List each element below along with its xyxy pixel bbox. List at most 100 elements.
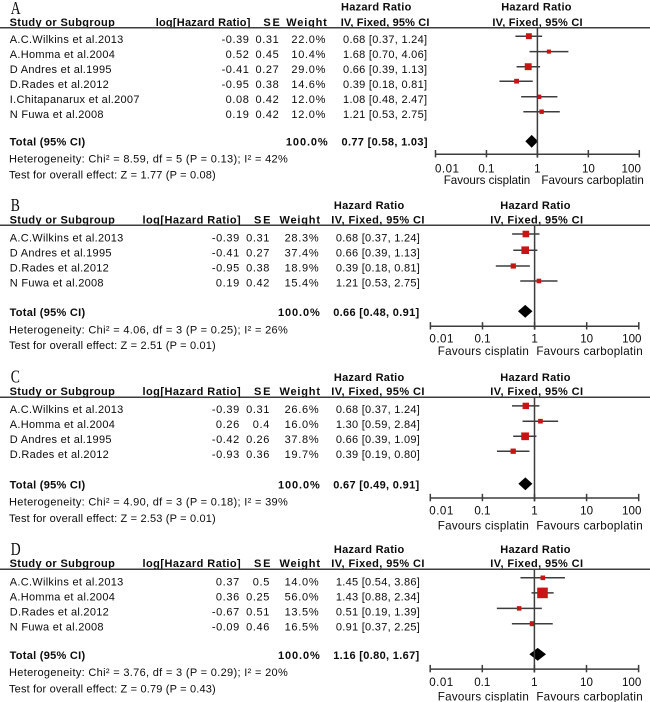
- svg-text:Study or Subgroup: Study or Subgroup: [10, 215, 116, 227]
- svg-text:D.Rades et al.2012: D.Rades et al.2012: [10, 606, 109, 618]
- svg-text:Study or Subgroup: Study or Subgroup: [10, 17, 116, 29]
- svg-text:0.77 [0.58, 1.03]: 0.77 [0.58, 1.03]: [342, 137, 428, 149]
- svg-text:-0.41: -0.41: [212, 247, 239, 259]
- svg-text:Hazard Ratio: Hazard Ratio: [500, 544, 571, 556]
- svg-text:A.Homma et al.2004: A.Homma et al.2004: [10, 591, 115, 603]
- svg-text:-0.67: -0.67: [212, 606, 239, 618]
- svg-text:IV, Fixed, 95% CI: IV, Fixed, 95% CI: [331, 386, 425, 398]
- svg-text:-0.95: -0.95: [222, 79, 249, 91]
- svg-text:Weight: Weight: [280, 386, 321, 398]
- svg-text:0.39 [0.19, 0.80]: 0.39 [0.19, 0.80]: [336, 449, 420, 461]
- svg-text:0.68 [0.37, 1.24]: 0.68 [0.37, 1.24]: [343, 34, 427, 46]
- svg-text:1.16 [0.80, 1.67]: 1.16 [0.80, 1.67]: [333, 650, 419, 662]
- svg-text:Test for overall effect: Z = 2: Test for overall effect: Z = 2.53 (P = 0…: [9, 513, 216, 525]
- svg-text:0.37: 0.37: [216, 576, 239, 588]
- svg-text:D.Rades et al.2012: D.Rades et al.2012: [10, 449, 109, 461]
- svg-text:Favours carboplatin: Favours carboplatin: [541, 174, 644, 187]
- svg-text:1.45 [0.54, 3.86]: 1.45 [0.54, 3.86]: [336, 576, 420, 588]
- svg-text:0.68 [0.37, 1.24]: 0.68 [0.37, 1.24]: [336, 404, 420, 416]
- svg-text:-0.93: -0.93: [212, 449, 239, 461]
- svg-text:10: 10: [580, 505, 593, 518]
- svg-text:0.42: 0.42: [255, 94, 278, 106]
- svg-text:1.30 [0.59, 2.84]: 1.30 [0.59, 2.84]: [336, 419, 420, 431]
- svg-text:37.8%: 37.8%: [285, 434, 319, 446]
- svg-text:D Andres et al.1995: D Andres et al.1995: [10, 434, 112, 446]
- svg-text:0.52: 0.52: [226, 49, 249, 61]
- svg-text:0.31: 0.31: [246, 404, 269, 416]
- svg-text:12.0%: 12.0%: [291, 109, 325, 121]
- svg-text:13.5%: 13.5%: [285, 606, 319, 618]
- svg-text:16.0%: 16.0%: [285, 419, 319, 431]
- svg-text:0.46: 0.46: [246, 621, 269, 633]
- svg-text:0.08: 0.08: [226, 94, 249, 106]
- svg-text:14.0%: 14.0%: [285, 576, 319, 588]
- svg-text:1: 1: [531, 676, 537, 689]
- svg-text:100.0%: 100.0%: [278, 307, 320, 319]
- svg-text:0.27: 0.27: [246, 247, 269, 259]
- svg-text:16.5%: 16.5%: [285, 621, 319, 633]
- svg-text:0.38: 0.38: [246, 262, 269, 274]
- svg-text:Weight: Weight: [286, 17, 327, 29]
- svg-text:0.1: 0.1: [478, 162, 494, 175]
- svg-text:0.66 [0.48, 0.91]: 0.66 [0.48, 0.91]: [333, 307, 419, 319]
- svg-text:0.31: 0.31: [246, 232, 269, 244]
- svg-text:SE: SE: [263, 17, 280, 29]
- svg-text:Favours carboplatin: Favours carboplatin: [536, 519, 642, 532]
- svg-text:Total (95% CI): Total (95% CI): [10, 307, 86, 319]
- svg-text:N Fuwa et al.2008: N Fuwa et al.2008: [10, 277, 104, 289]
- svg-text:Hazard Ratio: Hazard Ratio: [334, 544, 405, 556]
- svg-text:log[Hazard Ratio]: log[Hazard Ratio]: [143, 386, 242, 398]
- svg-text:Weight: Weight: [280, 215, 321, 227]
- svg-text:Heterogeneity: Chi² = 8.59, df: Heterogeneity: Chi² = 8.59, df = 5 (P = …: [9, 154, 288, 166]
- svg-text:log[Hazard Ratio]: log[Hazard Ratio]: [156, 17, 251, 29]
- svg-text:0.31: 0.31: [255, 34, 278, 46]
- svg-text:1.08 [0.48, 2.47]: 1.08 [0.48, 2.47]: [343, 94, 427, 106]
- svg-text:0.27: 0.27: [255, 64, 278, 76]
- svg-text:0.38: 0.38: [255, 79, 278, 91]
- svg-text:0.01: 0.01: [435, 162, 459, 175]
- svg-text:N Fuwa et al.2008: N Fuwa et al.2008: [10, 621, 104, 633]
- svg-text:22.0%: 22.0%: [291, 34, 325, 46]
- svg-text:A.Homma et al.2004: A.Homma et al.2004: [10, 49, 115, 61]
- svg-text:Favours cisplatin: Favours cisplatin: [438, 345, 529, 358]
- svg-text:IV, Fixed, 95% CI: IV, Fixed, 95% CI: [331, 558, 425, 570]
- svg-text:1: 1: [531, 505, 537, 518]
- svg-text:Heterogeneity: Chi² = 4.90, df: Heterogeneity: Chi² = 4.90, df = 3 (P = …: [9, 497, 288, 509]
- svg-text:1: 1: [534, 162, 540, 175]
- svg-text:Hazard Ratio: Hazard Ratio: [334, 200, 405, 212]
- svg-text:100.0%: 100.0%: [278, 650, 320, 662]
- svg-text:log[Hazard Ratio]: log[Hazard Ratio]: [143, 215, 242, 227]
- svg-text:10.4%: 10.4%: [291, 49, 325, 61]
- svg-text:37.4%: 37.4%: [285, 247, 319, 259]
- svg-text:0.51 [0.19, 1.39]: 0.51 [0.19, 1.39]: [336, 606, 420, 618]
- svg-text:Hazard Ratio: Hazard Ratio: [500, 372, 571, 384]
- svg-text:Test for overall effect: Z = 0: Test for overall effect: Z = 0.79 (P = 0…: [9, 683, 216, 695]
- svg-text:10: 10: [580, 676, 593, 689]
- svg-text:D Andres et al.1995: D Andres et al.1995: [10, 64, 112, 76]
- svg-text:log[Hazard Ratio]: log[Hazard Ratio]: [143, 558, 242, 570]
- svg-text:0.36: 0.36: [216, 591, 239, 603]
- svg-text:Study or Subgroup: Study or Subgroup: [10, 386, 116, 398]
- svg-text:26.6%: 26.6%: [285, 404, 319, 416]
- svg-text:A.C.Wilkins et al.2013: A.C.Wilkins et al.2013: [10, 576, 124, 588]
- svg-text:Favours carboplatin: Favours carboplatin: [536, 345, 642, 358]
- svg-text:Study or Subgroup: Study or Subgroup: [10, 558, 116, 570]
- svg-text:Total (95% CI): Total (95% CI): [10, 650, 86, 662]
- svg-text:0.68 [0.37, 1.24]: 0.68 [0.37, 1.24]: [336, 232, 420, 244]
- svg-text:Heterogeneity: Chi² = 3.76, df: Heterogeneity: Chi² = 3.76, df = 3 (P = …: [9, 667, 288, 679]
- svg-text:Favours cisplatin: Favours cisplatin: [444, 174, 531, 187]
- svg-text:-0.41: -0.41: [222, 64, 249, 76]
- svg-text:-0.39: -0.39: [222, 34, 249, 46]
- svg-text:100: 100: [622, 332, 641, 345]
- svg-text:Favours cisplatin: Favours cisplatin: [438, 691, 529, 702]
- svg-text:1.43 [0.88, 2.34]: 1.43 [0.88, 2.34]: [336, 591, 420, 603]
- svg-text:29.0%: 29.0%: [291, 64, 325, 76]
- svg-text:0.42: 0.42: [255, 109, 278, 121]
- svg-text:I.Chitapanarux et al.2007: I.Chitapanarux et al.2007: [10, 94, 140, 106]
- svg-text:100: 100: [622, 505, 641, 518]
- svg-text:D Andres et al.1995: D Andres et al.1995: [10, 247, 112, 259]
- svg-text:Total (95% CI): Total (95% CI): [10, 480, 86, 492]
- svg-text:0.25: 0.25: [246, 591, 269, 603]
- svg-text:IV, Fixed, 95% CI: IV, Fixed, 95% CI: [490, 386, 583, 398]
- svg-text:Heterogeneity: Chi² = 4.06, df: Heterogeneity: Chi² = 4.06, df = 3 (P = …: [9, 325, 288, 337]
